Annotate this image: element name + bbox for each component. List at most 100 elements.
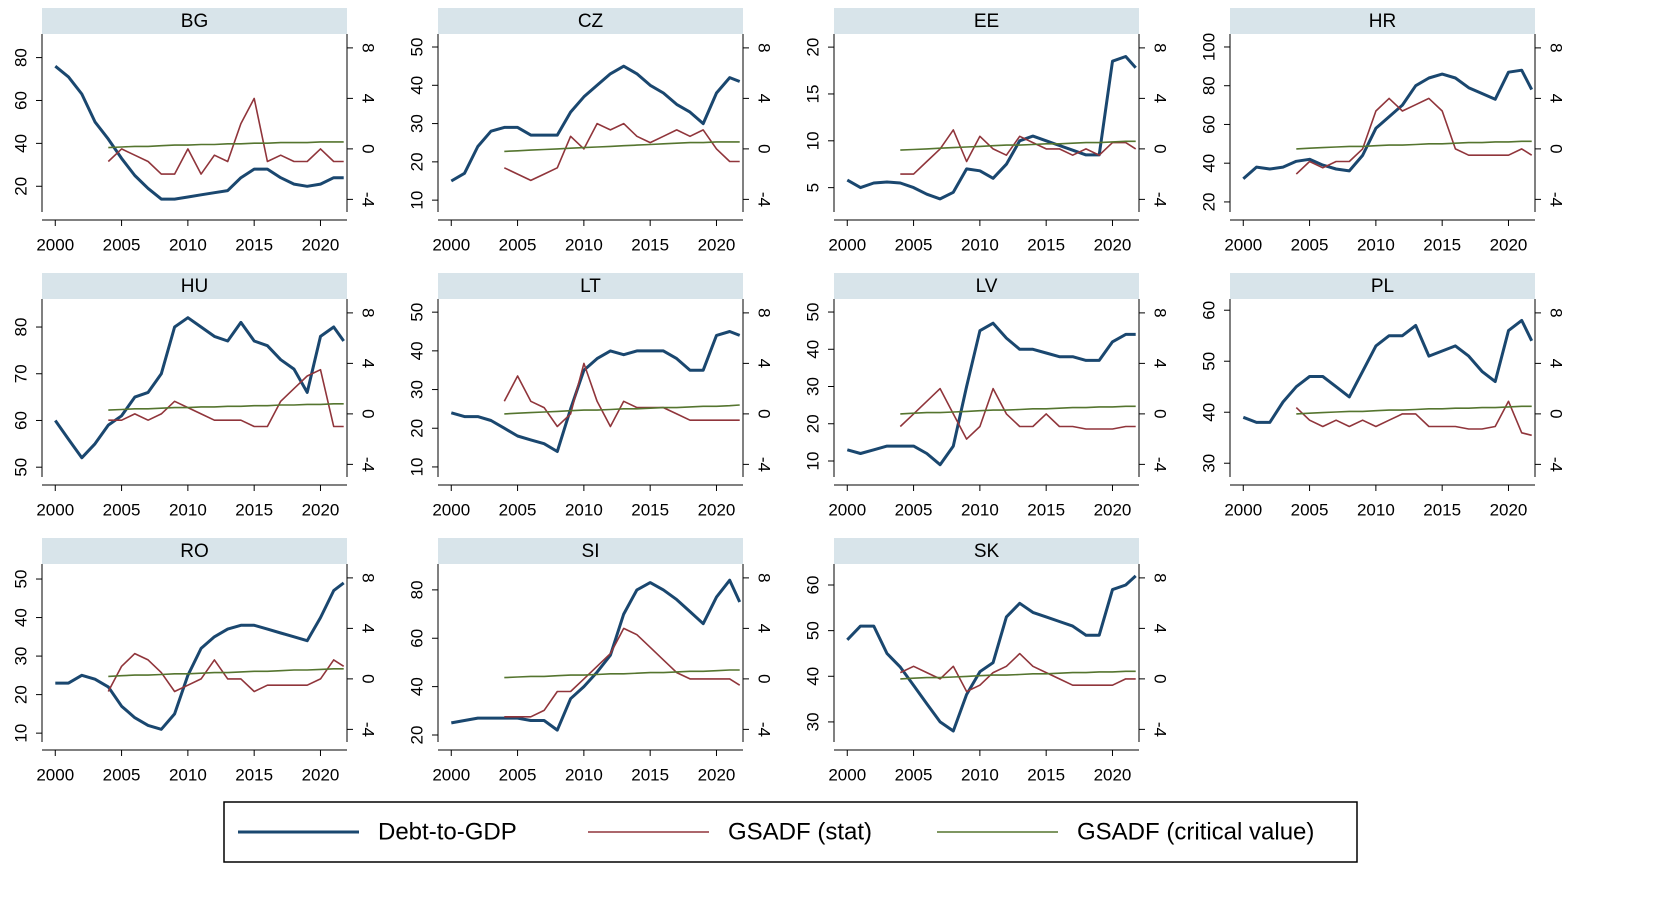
panel-header bbox=[42, 8, 347, 34]
legend-label: GSADF (critical value) bbox=[1077, 818, 1314, 845]
x-tick-label: 2020 bbox=[1094, 500, 1132, 519]
series-line bbox=[1295, 97, 1533, 175]
series-line bbox=[108, 668, 344, 678]
y2-tick-label: 4 bbox=[1151, 624, 1170, 633]
series-line bbox=[450, 64, 741, 183]
y2-tick-label: 0 bbox=[359, 409, 378, 418]
y2-tick-label: -4 bbox=[359, 192, 378, 207]
x-tick-label: 2005 bbox=[103, 500, 141, 519]
y2-tick-label: 8 bbox=[1547, 308, 1566, 317]
y2-tick-label: 4 bbox=[1547, 94, 1566, 103]
series-line bbox=[899, 387, 1136, 440]
x-tick-label: 2005 bbox=[499, 500, 537, 519]
series-line bbox=[900, 670, 1136, 680]
y2-tick-label: 8 bbox=[359, 573, 378, 582]
y2-tick-label: 8 bbox=[1547, 43, 1566, 52]
panel-header bbox=[438, 538, 743, 564]
panel-title: SI bbox=[582, 541, 600, 562]
y2-tick-label: -4 bbox=[1151, 192, 1170, 207]
y2-tick-label: 0 bbox=[1151, 144, 1170, 153]
y2-tick-label: 4 bbox=[1151, 94, 1170, 103]
y2-tick-label: -4 bbox=[755, 457, 774, 472]
y-tick-label: 30 bbox=[407, 380, 426, 399]
y2-tick-label: -4 bbox=[1151, 457, 1170, 472]
y-tick-label: 40 bbox=[11, 608, 30, 627]
x-tick-label: 2015 bbox=[631, 235, 669, 254]
y-tick-label: 60 bbox=[803, 576, 822, 595]
y-tick-label: 80 bbox=[407, 580, 426, 599]
y2-tick-label: 8 bbox=[359, 308, 378, 317]
x-tick-label: 2020 bbox=[1490, 235, 1528, 254]
series-line bbox=[108, 368, 344, 428]
y-tick-label: 20 bbox=[407, 419, 426, 438]
x-tick-label: 2000 bbox=[36, 765, 74, 784]
y-tick-label: 50 bbox=[11, 458, 30, 477]
y-tick-label: 60 bbox=[1199, 115, 1218, 134]
series-line bbox=[451, 578, 742, 732]
y2-tick-label: -4 bbox=[1547, 192, 1566, 207]
x-tick-label: 2005 bbox=[103, 235, 141, 254]
series-line bbox=[1296, 140, 1532, 150]
y-tick-label: 40 bbox=[407, 341, 426, 360]
panel-header bbox=[438, 273, 743, 299]
panel-header bbox=[42, 273, 347, 299]
x-tick-label: 2000 bbox=[432, 235, 470, 254]
y2-tick-label: -4 bbox=[359, 457, 378, 472]
y2-tick-label: 8 bbox=[1151, 308, 1170, 317]
x-tick-label: 2020 bbox=[1094, 765, 1132, 784]
x-tick-label: 2000 bbox=[828, 235, 866, 254]
x-tick-label: 2000 bbox=[36, 500, 74, 519]
x-tick-label: 2005 bbox=[895, 500, 933, 519]
y-tick-label: 40 bbox=[803, 340, 822, 359]
y-tick-label: 40 bbox=[407, 76, 426, 95]
y-tick-label: 60 bbox=[11, 411, 30, 430]
y-tick-label: 50 bbox=[803, 621, 822, 640]
x-tick-label: 2015 bbox=[235, 500, 273, 519]
series-line bbox=[1242, 318, 1534, 424]
y2-tick-label: 0 bbox=[1151, 409, 1170, 418]
panel-header bbox=[834, 273, 1139, 299]
y-tick-label: 50 bbox=[407, 38, 426, 57]
x-tick-label: 2010 bbox=[169, 500, 207, 519]
y-tick-label: 20 bbox=[803, 414, 822, 433]
y-tick-label: 10 bbox=[803, 452, 822, 471]
series-line bbox=[503, 362, 740, 428]
series-line bbox=[55, 581, 345, 731]
series-line bbox=[503, 122, 740, 182]
y-tick-label: 5 bbox=[803, 183, 822, 192]
y-tick-label: 60 bbox=[11, 91, 30, 110]
y2-tick-label: 8 bbox=[755, 308, 774, 317]
series-line bbox=[899, 652, 1136, 693]
series-line bbox=[504, 669, 740, 679]
series-line bbox=[450, 330, 741, 453]
series-line bbox=[54, 65, 344, 201]
y-tick-label: 30 bbox=[407, 114, 426, 133]
panel-header bbox=[42, 538, 347, 564]
series-line bbox=[900, 405, 1136, 415]
x-tick-label: 2005 bbox=[1291, 235, 1329, 254]
x-tick-label: 2020 bbox=[698, 765, 736, 784]
x-tick-label: 2020 bbox=[302, 235, 340, 254]
y2-tick-label: 4 bbox=[1151, 359, 1170, 368]
y-tick-label: 10 bbox=[407, 457, 426, 476]
x-tick-label: 2015 bbox=[1423, 500, 1461, 519]
x-tick-label: 2015 bbox=[1423, 235, 1461, 254]
y-tick-label: 70 bbox=[11, 364, 30, 383]
x-tick-label: 2010 bbox=[961, 500, 999, 519]
y-tick-label: 50 bbox=[1199, 352, 1218, 371]
y-tick-label: 20 bbox=[407, 726, 426, 745]
x-tick-label: 2015 bbox=[235, 235, 273, 254]
series-line bbox=[1242, 68, 1534, 180]
y2-tick-label: 0 bbox=[1547, 144, 1566, 153]
x-tick-label: 2010 bbox=[169, 765, 207, 784]
x-tick-label: 2000 bbox=[432, 500, 470, 519]
panel-header bbox=[834, 8, 1139, 34]
x-tick-label: 2010 bbox=[961, 235, 999, 254]
y-tick-label: 30 bbox=[1199, 454, 1218, 473]
y2-tick-label: 4 bbox=[755, 359, 774, 368]
series-line bbox=[504, 404, 740, 415]
y-tick-label: 60 bbox=[407, 629, 426, 648]
series-line bbox=[107, 652, 345, 693]
